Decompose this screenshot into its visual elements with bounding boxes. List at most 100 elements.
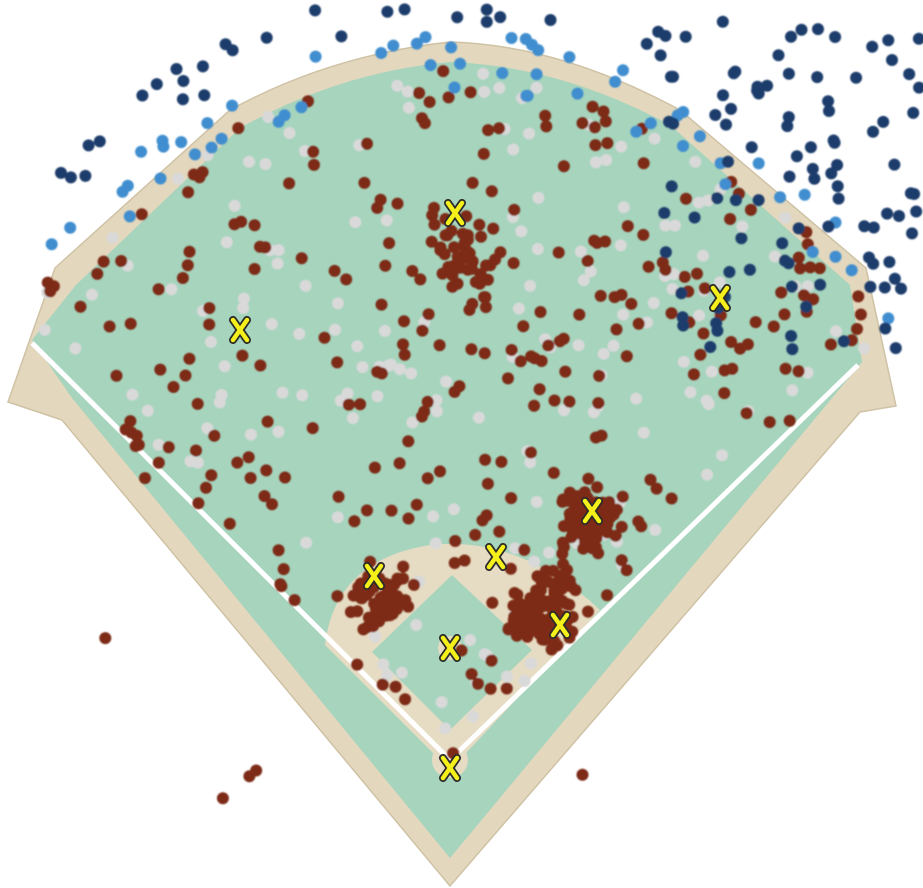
brown-dot: [391, 197, 404, 210]
brown-dot: [794, 262, 807, 275]
brown-dot: [601, 589, 614, 602]
navy-dot: [888, 158, 901, 171]
navy-dot: [729, 194, 742, 207]
brown-dot: [279, 471, 291, 484]
gray-dot: [572, 339, 585, 352]
gray-dot: [259, 158, 272, 171]
brown-dot: [479, 291, 492, 304]
blue-dot: [617, 64, 629, 77]
gray-dot: [126, 388, 139, 401]
gray-dot: [530, 81, 543, 94]
navy-dot: [658, 207, 671, 219]
gray-dot: [332, 297, 344, 310]
brown-dot: [798, 289, 810, 302]
brown-dot: [535, 575, 548, 588]
brown-dot: [484, 682, 497, 695]
gray-dot: [701, 468, 714, 481]
brown-dot: [162, 441, 175, 454]
brown-dot: [481, 477, 494, 490]
brown-dot: [637, 228, 650, 241]
brown-dot: [402, 435, 415, 448]
brown-dot: [473, 218, 486, 231]
gray-dot: [478, 85, 491, 98]
brown-dot: [471, 677, 484, 690]
navy-dot: [711, 324, 724, 337]
brown-dot: [187, 168, 200, 181]
brown-dot: [200, 481, 212, 494]
brown-dot: [510, 629, 523, 642]
gray-dot: [378, 324, 391, 337]
gray-dot: [218, 360, 231, 373]
brown-dot: [448, 557, 461, 569]
brown-dot: [493, 122, 506, 135]
navy-dot: [335, 30, 348, 43]
gray-dot: [435, 696, 448, 709]
batted-balls: [38, 3, 923, 805]
brown-dot: [525, 350, 538, 363]
brown-dot: [740, 407, 753, 420]
navy-dot: [908, 188, 921, 200]
brown-dot: [573, 308, 586, 321]
brown-dot: [534, 306, 547, 318]
blue-dot: [806, 246, 819, 258]
brown-dot: [591, 236, 604, 249]
brown-dot: [500, 682, 513, 695]
brown-dot: [103, 320, 116, 333]
brown-dot: [354, 398, 367, 411]
blue-dot: [693, 130, 706, 143]
brown-dot: [406, 265, 419, 277]
brown-dot: [545, 643, 558, 656]
gray-dot: [607, 339, 620, 352]
navy-dot: [544, 14, 557, 26]
brown-dot: [362, 611, 375, 624]
brown-dot: [513, 616, 526, 629]
navy-dot: [893, 210, 905, 222]
fielder-marker: [445, 200, 465, 226]
fielder-positions: [229, 199, 731, 782]
brown-dot: [176, 272, 189, 284]
gray-dot: [530, 495, 543, 508]
navy-dot: [64, 171, 77, 184]
navy-dot: [783, 170, 796, 183]
gray-dot: [589, 156, 602, 169]
gray-dot: [587, 406, 600, 419]
brown-dot: [485, 185, 498, 198]
navy-dot: [877, 115, 890, 128]
gray-dot: [410, 619, 423, 631]
navy-dot: [814, 278, 827, 291]
blue-dot: [387, 39, 400, 52]
navy-dot: [170, 63, 183, 75]
gray-dot: [830, 325, 842, 338]
navy-dot: [226, 44, 239, 57]
blue-dot: [526, 38, 538, 51]
navy-dot: [136, 89, 149, 102]
gray-dot: [584, 265, 597, 278]
brown-dot: [425, 235, 438, 248]
brown-dot: [139, 472, 151, 485]
brown-dot: [97, 255, 110, 268]
brown-dot: [371, 201, 384, 214]
navy-dot: [795, 23, 808, 36]
brown-dot: [446, 269, 459, 282]
navy-dot: [150, 78, 163, 91]
brown-dot: [91, 267, 104, 280]
gray-dot: [801, 280, 814, 293]
navy-dot: [878, 281, 891, 294]
blue-dot: [530, 68, 543, 81]
brown-dot: [232, 122, 245, 135]
brown-dot: [744, 203, 757, 216]
gray-dot: [697, 249, 709, 262]
brown-dot: [749, 316, 762, 329]
brown-dot: [242, 451, 255, 464]
gray-dot: [141, 404, 154, 417]
brown-dot: [421, 395, 434, 408]
brown-dot: [775, 286, 788, 299]
gray-dot: [276, 386, 289, 399]
brown-dot: [434, 465, 446, 478]
brown-dot: [132, 438, 145, 451]
brown-dot: [594, 289, 607, 302]
blue-dot: [644, 117, 657, 130]
brown-dot: [539, 109, 552, 122]
brown-dot: [190, 444, 202, 457]
brown-dot: [428, 201, 440, 214]
